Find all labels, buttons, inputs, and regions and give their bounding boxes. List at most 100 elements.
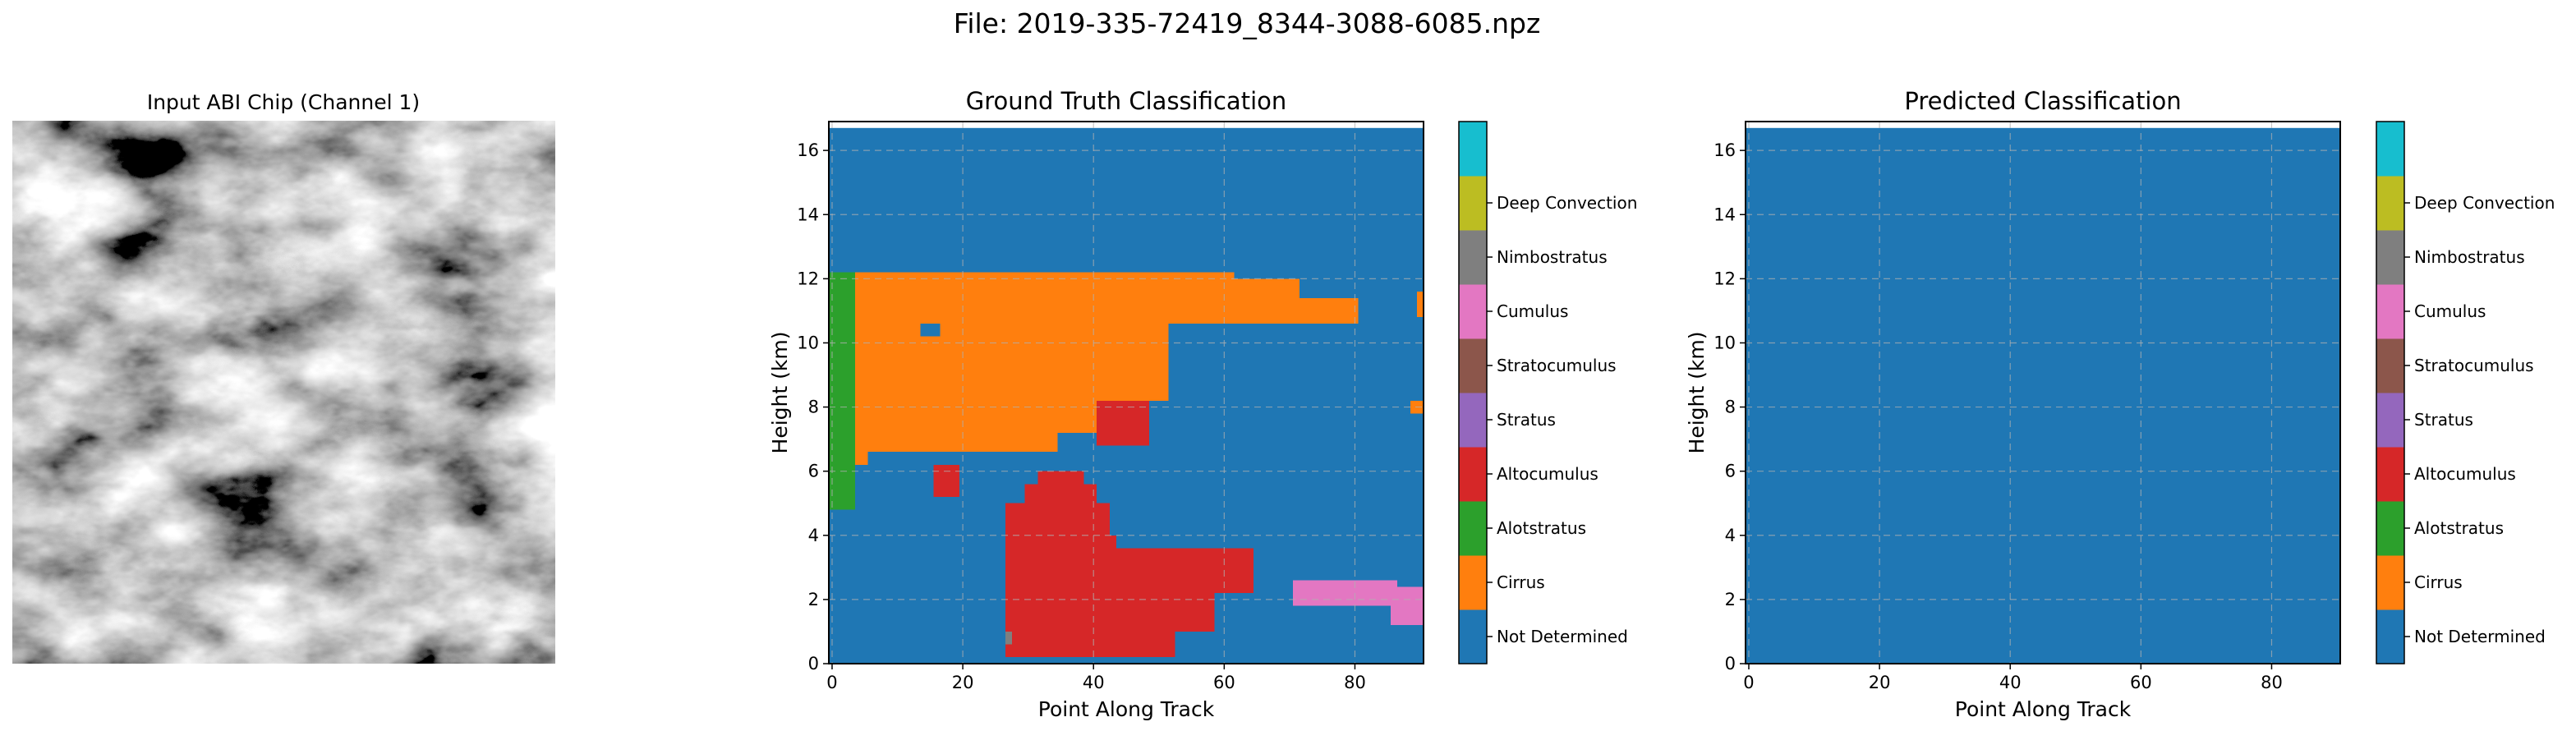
x-tick-label: 20 [952, 673, 974, 692]
ground-truth-xlabel: Point Along Track [1038, 697, 1215, 721]
colorbar-frame [2376, 121, 2405, 664]
predicted-title: Predicted Classification [1904, 87, 2181, 115]
colorbar-swatch [2376, 501, 2404, 556]
colorbar-tick-label: Cumulus [2414, 301, 2486, 321]
class-region [1292, 580, 1398, 606]
y-tick-label: 14 [797, 205, 819, 224]
colorbar-tick-label: Nimbostratus [2414, 247, 2525, 267]
colorbar-swatch [1459, 555, 1487, 610]
input-chip-panel: Input ABI Chip (Channel 1) [12, 90, 555, 664]
colorbar-tick-label: Deep Convection [2414, 193, 2555, 213]
y-tick-label: 0 [1725, 654, 1736, 674]
class-region [1234, 278, 1300, 324]
class-region [854, 324, 1169, 401]
y-tick-label: 14 [1714, 205, 1736, 224]
predicted-panel: Predicted Classification 0 20 40 60 80 0 2 4 6 8… [1685, 87, 2555, 721]
colorbar-swatch [2376, 609, 2404, 664]
y-tick-label: 16 [1714, 140, 1736, 160]
x-tick-label: 0 [1743, 673, 1754, 692]
ground-truth-axes-frame [828, 121, 1424, 664]
y-tick-label: 12 [797, 269, 819, 288]
predicted-xlabel: Point Along Track [1955, 697, 2132, 721]
class-region [854, 432, 868, 465]
class-region [1417, 291, 1424, 318]
predicted-x-ticks: 0 20 40 60 80 [1743, 664, 2283, 692]
y-tick-label: 4 [808, 526, 819, 545]
colorbar-tick-label: Not Determined [2414, 627, 2546, 646]
colorbar-tick-label: Not Determined [1497, 627, 1628, 646]
x-tick-label: 40 [1083, 673, 1105, 692]
colorbar-swatch [1459, 122, 1487, 177]
colorbar-swatch [2376, 176, 2404, 231]
class-region [1037, 471, 1084, 485]
y-tick-label: 16 [797, 140, 819, 160]
y-tick-label: 12 [1714, 269, 1736, 288]
colorbar-tick-label: Altocumulus [2414, 464, 2516, 484]
y-tick-label: 2 [808, 590, 819, 609]
ground-truth-x-ticks: 0 20 40 60 80 [826, 664, 1366, 692]
colorbar-frame [1458, 121, 1488, 664]
ground-truth-plot [829, 122, 1424, 664]
colorbar-swatch [1459, 338, 1487, 393]
class-region [1299, 297, 1359, 324]
colorbar-swatch [2376, 555, 2404, 610]
ground-truth-y-ticks: 0 2 4 6 8 10 12 14 16 [797, 140, 829, 674]
colorbar-swatch [1459, 284, 1487, 339]
class-region [1005, 548, 1254, 594]
class-region [829, 272, 855, 510]
colorbar-swatch [1459, 447, 1487, 502]
predicted-colorbar: Not Determined Cirrus Alotstratus Altocumul… [2376, 121, 2555, 664]
class-region [854, 400, 1097, 433]
colorbar-tick-label: Cirrus [1497, 572, 1545, 592]
class-region [933, 464, 960, 497]
class-region [1024, 484, 1097, 503]
x-tick-label: 60 [2130, 673, 2152, 692]
y-tick-label: 2 [1725, 590, 1736, 609]
predicted-axes-frame [1745, 121, 2341, 664]
class-region [1005, 503, 1111, 536]
class-region [1005, 631, 1012, 645]
colorbar-swatch [1459, 501, 1487, 556]
colorbar-tick-label: Alotstratus [2414, 518, 2504, 538]
y-tick-label: 6 [1725, 462, 1736, 481]
colorbar-tick-label: Nimbostratus [1497, 247, 1608, 267]
colorbar-tick-label: Stratocumulus [2414, 356, 2534, 375]
x-tick-label: 0 [826, 673, 837, 692]
colorbar-swatch [1459, 609, 1487, 664]
colorbar-swatch [1459, 393, 1487, 448]
ground-truth-panel: Ground Truth Classification 0 20 40 60 80 0 2… [768, 87, 1637, 721]
y-tick-label: 4 [1725, 526, 1736, 545]
input-chip-title: Input ABI Chip (Channel 1) [147, 90, 420, 114]
colorbar-tick-label: Cumulus [1497, 301, 1568, 321]
class-region [1005, 535, 1117, 549]
y-tick-label: 10 [1714, 333, 1736, 352]
colorbar-swatch [2376, 393, 2404, 448]
colorbar-tick-label: Cirrus [2414, 572, 2463, 592]
colorbar-swatch [2376, 230, 2404, 285]
predicted-y-ticks: 0 2 4 6 8 10 12 14 16 [1714, 140, 1746, 674]
colorbar-tick-label: Stratocumulus [1497, 356, 1617, 375]
class-region [1391, 586, 1424, 626]
colorbar-swatch [2376, 284, 2404, 339]
x-tick-label: 40 [1999, 673, 2022, 692]
colorbar-tick-label: Stratus [2414, 410, 2473, 430]
background-class-fill [1746, 127, 2340, 664]
y-tick-label: 10 [797, 333, 819, 352]
ground-truth-colorbar: Not Determined Cirrus Alotstratus Altocumul… [1458, 121, 1637, 664]
y-tick-label: 8 [808, 398, 819, 417]
colorbar-tick-label: Stratus [1497, 410, 1556, 430]
predicted-ylabel: Height (km) [1685, 332, 1709, 454]
colorbar-swatch [2376, 122, 2404, 177]
x-tick-label: 80 [1344, 673, 1366, 692]
y-tick-label: 6 [808, 462, 819, 481]
colorbar-swatch [1459, 230, 1487, 285]
figure-suptitle: File: 2019-335-72419_8344-3088-6085.npz [954, 7, 1541, 39]
colorbar-swatch [1459, 176, 1487, 231]
input-chip-image [12, 121, 555, 664]
y-tick-label: 0 [808, 654, 819, 674]
x-tick-label: 80 [2261, 673, 2283, 692]
colorbar-tick-label: Deep Convection [1497, 193, 1637, 213]
class-region [854, 272, 1235, 324]
predicted-plot [1746, 122, 2340, 664]
